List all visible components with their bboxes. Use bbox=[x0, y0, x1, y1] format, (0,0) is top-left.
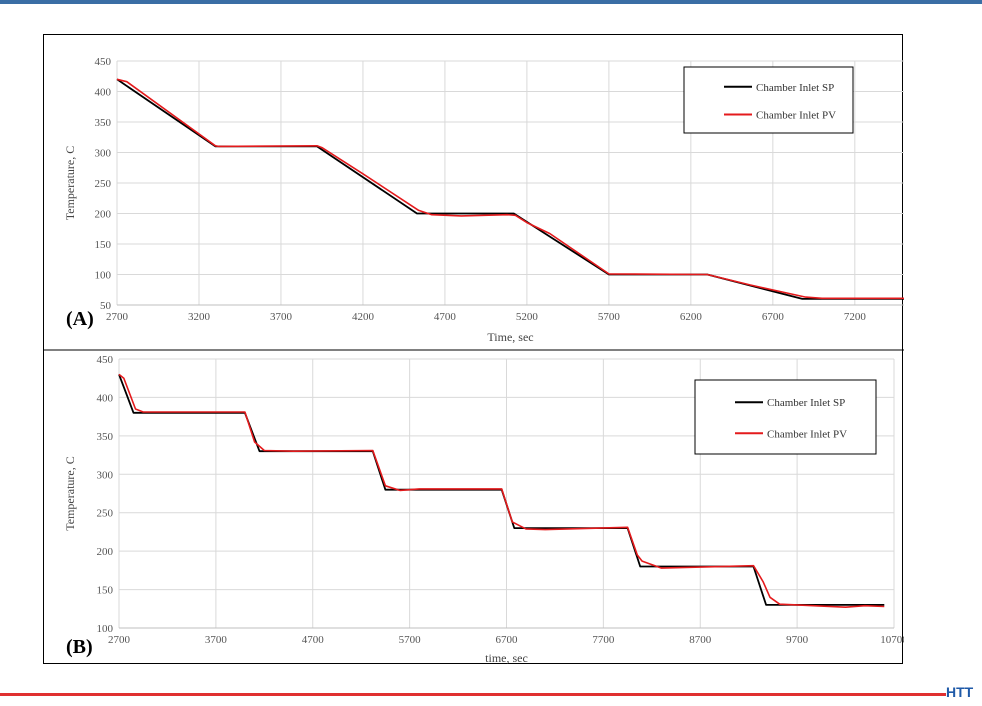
y-tick-label: 200 bbox=[97, 546, 114, 558]
y-tick-label: 450 bbox=[95, 56, 112, 68]
y-tick-label: 400 bbox=[95, 87, 112, 99]
series-line-pv bbox=[116, 78, 904, 300]
y-tick-label: 100 bbox=[97, 623, 114, 635]
x-tick-label: 6700 bbox=[496, 634, 519, 646]
top-accent-bar bbox=[0, 0, 982, 4]
legend-label: Chamber Inlet SP bbox=[767, 397, 845, 409]
x-tick-label: 4700 bbox=[302, 634, 325, 646]
legend: Chamber Inlet SP Chamber Inlet PV bbox=[694, 379, 877, 455]
x-tick-label: 3700 bbox=[270, 311, 293, 323]
x-tick-label: 6700 bbox=[762, 311, 785, 323]
panel-label: (A) bbox=[66, 308, 94, 330]
x-tick-label: 9700 bbox=[786, 634, 809, 646]
x-tick-label: 4200 bbox=[352, 311, 375, 323]
htt-logo: HTT bbox=[946, 684, 974, 700]
x-tick-label: 10700 bbox=[880, 634, 904, 646]
figure-frame: 50 100 150 200 250 300 350 400 450 2700 3200 3700 42… bbox=[43, 34, 904, 665]
legend-box bbox=[694, 379, 877, 455]
x-tick-label: 4700 bbox=[434, 311, 457, 323]
legend-label: Chamber Inlet PV bbox=[756, 110, 836, 122]
x-tick-label: 2700 bbox=[106, 311, 129, 323]
x-tick-label: 8700 bbox=[689, 634, 712, 646]
x-tick-label: 7700 bbox=[592, 634, 615, 646]
x-axis-title: Time, sec bbox=[487, 330, 533, 344]
chart-canvas: 50 100 150 200 250 300 350 400 450 2700 3200 3700 42… bbox=[44, 56, 904, 665]
chart-panel-a: 50 100 150 200 250 300 350 400 450 2700 3200 3700 42… bbox=[63, 56, 904, 344]
x-tick-label: 2700 bbox=[108, 634, 131, 646]
series-line-pv bbox=[118, 373, 885, 608]
y-axis-title: Temperature, C bbox=[63, 146, 77, 220]
legend-box bbox=[683, 66, 854, 134]
y-tick-label: 350 bbox=[97, 431, 114, 443]
y-tick-label: 450 bbox=[97, 354, 114, 366]
panel-label: (B) bbox=[66, 636, 93, 658]
x-tick-label: 5700 bbox=[399, 634, 422, 646]
y-tick-label: 250 bbox=[95, 178, 112, 190]
y-tick-label: 50 bbox=[100, 300, 112, 312]
y-tick-label: 200 bbox=[95, 209, 112, 221]
legend-label: Chamber Inlet PV bbox=[767, 428, 847, 440]
x-tick-label: 6200 bbox=[680, 311, 703, 323]
x-tick-label: 5700 bbox=[598, 311, 621, 323]
x-tick-label: 3700 bbox=[205, 634, 228, 646]
legend: Chamber Inlet SP Chamber Inlet PV bbox=[683, 66, 854, 134]
y-axis-title: Temperature, C bbox=[63, 456, 77, 530]
y-tick-label: 250 bbox=[97, 508, 114, 520]
x-tick-label: 5200 bbox=[516, 311, 539, 323]
y-tick-label: 100 bbox=[95, 270, 112, 282]
y-tick-label: 300 bbox=[97, 469, 114, 481]
x-axis-title: time, sec bbox=[485, 651, 528, 665]
footer-divider bbox=[0, 693, 946, 696]
y-tick-label: 150 bbox=[95, 239, 112, 251]
y-tick-label: 400 bbox=[97, 392, 114, 404]
chart-panel-b: 100 150 200 250 300 350 400 450 2700 3700 4700 5700… bbox=[63, 354, 904, 665]
legend-label: Chamber Inlet SP bbox=[756, 82, 834, 94]
x-tick-label: 3200 bbox=[188, 311, 211, 323]
y-tick-label: 300 bbox=[95, 148, 112, 160]
y-tick-label: 350 bbox=[95, 117, 112, 129]
x-tick-label: 7200 bbox=[844, 311, 867, 323]
y-tick-label: 150 bbox=[97, 585, 114, 597]
